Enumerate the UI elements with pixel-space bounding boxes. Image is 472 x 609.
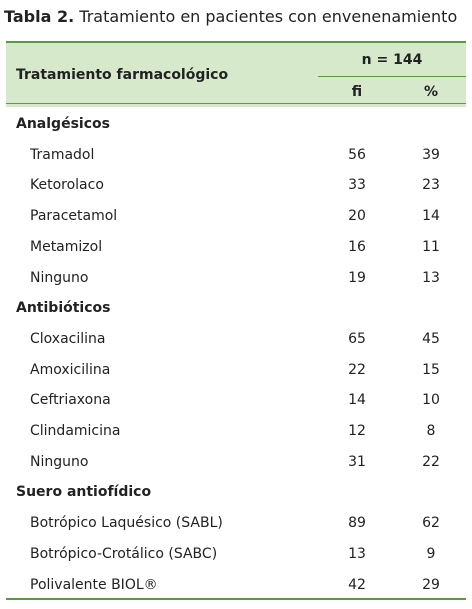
row-label: Ninguno	[30, 269, 89, 286]
header-bottom-rule	[6, 103, 466, 104]
pct-value: 8	[426, 423, 436, 439]
pct-value: 14	[422, 208, 440, 225]
fi-value: 20	[348, 208, 366, 225]
row-label: Ketorolaco	[30, 177, 104, 194]
pct-value: 15	[422, 361, 440, 378]
fi-value: 19	[348, 269, 366, 286]
group-name: Analgésicos	[16, 116, 110, 132]
fi-value: 16	[348, 238, 366, 255]
fi-value: 31	[348, 453, 366, 470]
fi-value: 13	[348, 545, 366, 562]
fi-header: fi	[351, 84, 363, 100]
row-label: Botrópico Laquésico (SABL)	[30, 515, 223, 532]
pct-value: 13	[422, 269, 440, 286]
table-caption: Tabla 2. Tratamiento en pacientes con en…	[4, 8, 457, 26]
group-header: n = 144	[361, 52, 423, 68]
column-header: Tratamiento farmacológico	[16, 67, 229, 83]
pct-value: 39	[422, 146, 440, 163]
pct-value: 62	[422, 515, 440, 532]
row-label: Ninguno	[30, 453, 89, 470]
row-label: Botrópico-Crotálico (SABC)	[30, 545, 218, 562]
header-band	[6, 41, 466, 107]
fi-value: 42	[348, 576, 366, 593]
pct-value: 9	[426, 545, 436, 562]
table-bottom-rule	[6, 598, 466, 600]
pct-value: 10	[422, 392, 440, 409]
row-label: Paracetamol	[30, 208, 118, 225]
pct-header: %	[423, 84, 439, 100]
fi-value: 12	[348, 423, 366, 439]
row-label: Cloxacilina	[30, 330, 106, 347]
fi-value: 56	[348, 146, 366, 163]
fi-value: 22	[348, 361, 366, 378]
caption-label: Tabla 2.	[4, 7, 75, 26]
group-name: Suero antiofídico	[16, 484, 152, 501]
row-label: Ceftriaxona	[30, 392, 111, 409]
fi-value: 89	[348, 515, 366, 532]
row-label: Clindamicina	[30, 423, 121, 439]
fi-value: 14	[348, 392, 366, 409]
row-label: Tramadol	[30, 146, 95, 163]
fi-value: 65	[348, 330, 366, 347]
row-label: Amoxicilina	[30, 361, 111, 378]
row-label: Metamizol	[30, 238, 103, 255]
pct-value: 45	[422, 330, 440, 347]
pct-value: 22	[422, 453, 440, 470]
pct-value: 23	[422, 177, 440, 194]
group-name: Antibióticos	[16, 300, 111, 317]
caption-text: Tratamiento en pacientes con envenenamie…	[79, 7, 458, 26]
pct-value: 29	[422, 576, 440, 593]
header-rule	[318, 76, 466, 77]
pct-value: 11	[422, 238, 440, 255]
row-label: Polivalente BIOL®	[30, 576, 158, 593]
fi-value: 33	[348, 177, 366, 194]
